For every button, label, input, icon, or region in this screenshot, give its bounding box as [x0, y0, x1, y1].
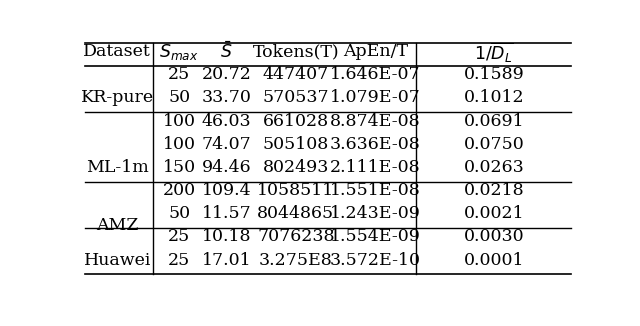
Text: 109.4: 109.4: [202, 182, 251, 199]
Text: 3.636E-08: 3.636E-08: [330, 136, 420, 153]
Text: 33.70: 33.70: [202, 89, 252, 107]
Text: 50: 50: [168, 89, 190, 107]
Text: 0.0030: 0.0030: [464, 229, 524, 245]
Text: 2.111E-08: 2.111E-08: [330, 159, 420, 176]
Text: Huawei: Huawei: [83, 252, 151, 269]
Text: 1.646E-07: 1.646E-07: [330, 66, 420, 83]
Text: AMZ: AMZ: [96, 217, 138, 234]
Text: 74.07: 74.07: [202, 136, 251, 153]
Text: 1.554E-09: 1.554E-09: [330, 229, 420, 245]
Text: 0.1012: 0.1012: [464, 89, 524, 107]
Text: 661028: 661028: [262, 112, 329, 130]
Text: KR-pure: KR-pure: [81, 89, 154, 107]
Text: 570537: 570537: [262, 89, 329, 107]
Text: 0.0263: 0.0263: [464, 159, 525, 176]
Text: 3.275E8: 3.275E8: [259, 252, 333, 269]
Text: 0.0691: 0.0691: [464, 112, 524, 130]
Text: ApEn/T: ApEn/T: [342, 43, 408, 60]
Text: 0.1589: 0.1589: [464, 66, 525, 83]
Text: 8044865: 8044865: [257, 205, 334, 222]
Text: 10.18: 10.18: [202, 229, 251, 245]
Text: 8.874E-08: 8.874E-08: [330, 112, 420, 130]
Text: 17.01: 17.01: [202, 252, 251, 269]
Text: 100: 100: [163, 136, 196, 153]
Text: 20.72: 20.72: [202, 66, 252, 83]
Text: 1.079E-07: 1.079E-07: [330, 89, 420, 107]
Text: 50: 50: [168, 205, 190, 222]
Text: 447407: 447407: [262, 66, 329, 83]
Text: 1.551E-08: 1.551E-08: [330, 182, 420, 199]
Text: 3.572E-10: 3.572E-10: [330, 252, 420, 269]
Text: 25: 25: [168, 252, 190, 269]
Text: Tokens(T): Tokens(T): [252, 43, 339, 60]
Text: 0.0021: 0.0021: [464, 205, 524, 222]
Text: 0.0001: 0.0001: [464, 252, 524, 269]
Text: 1058511: 1058511: [257, 182, 334, 199]
Text: 1.243E-09: 1.243E-09: [330, 205, 420, 222]
Text: 94.46: 94.46: [202, 159, 251, 176]
Text: $\bar{S}$: $\bar{S}$: [220, 41, 232, 62]
Text: 46.03: 46.03: [202, 112, 251, 130]
Text: ML-1m: ML-1m: [86, 159, 148, 176]
Text: 25: 25: [168, 66, 190, 83]
Text: 802493: 802493: [262, 159, 329, 176]
Text: 0.0750: 0.0750: [464, 136, 525, 153]
Text: $1/\overline{D_L}$: $1/\overline{D_L}$: [474, 40, 514, 64]
Text: 505108: 505108: [262, 136, 329, 153]
Text: 7076238: 7076238: [257, 229, 335, 245]
Text: $S_{max}$: $S_{max}$: [159, 42, 199, 62]
Text: Dataset: Dataset: [83, 43, 151, 60]
Text: 150: 150: [163, 159, 196, 176]
Text: 0.0218: 0.0218: [464, 182, 524, 199]
Text: 100: 100: [163, 112, 196, 130]
Text: 11.57: 11.57: [202, 205, 251, 222]
Text: 25: 25: [168, 229, 190, 245]
Text: 200: 200: [163, 182, 196, 199]
